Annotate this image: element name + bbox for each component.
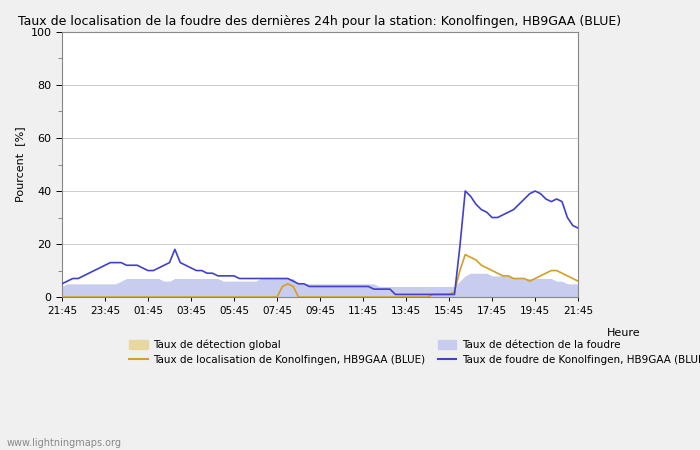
Y-axis label: Pourcent  [%]: Pourcent [%] (15, 127, 25, 202)
Text: www.lightningmaps.org: www.lightningmaps.org (7, 438, 122, 448)
Text: Heure: Heure (607, 328, 640, 338)
Title: Taux de localisation de la foudre des dernières 24h pour la station: Konolfingen: Taux de localisation de la foudre des de… (18, 15, 622, 28)
Legend: Taux de détection global, Taux de localisation de Konolfingen, HB9GAA (BLUE), Ta: Taux de détection global, Taux de locali… (129, 339, 700, 365)
